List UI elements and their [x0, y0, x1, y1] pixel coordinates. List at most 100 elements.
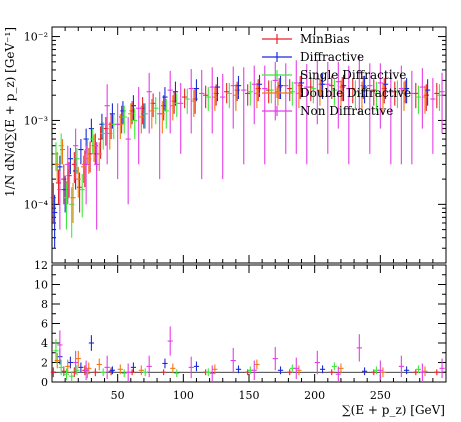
top-point-non-diffractive [188, 69, 194, 134]
top-point-diffractive [361, 75, 368, 104]
ratio-point-double-diffractive [422, 366, 428, 377]
ratio-point-minbias [329, 369, 335, 376]
ratio-point-non-diffractive [209, 365, 215, 382]
top-point-double-diffractive [128, 103, 134, 129]
ratio-point-diffractive [130, 362, 137, 373]
ratio-point-non-diffractive [125, 363, 131, 382]
ratio-point-single-diffractive [63, 368, 70, 381]
ratio-point-non-diffractive [167, 326, 173, 356]
ratio-point-diffractive [277, 366, 284, 375]
ratio-point-non-diffractive [439, 358, 445, 379]
top-point-double-diffractive [317, 79, 323, 106]
top-point-non-diffractive [356, 53, 362, 114]
ratio-point-non-diffractive [188, 356, 194, 379]
top-point-non-diffractive [251, 65, 257, 125]
top-point-single-diffractive [226, 82, 232, 109]
top-point-single-diffractive [394, 80, 401, 109]
ratio-point-single-diffractive [121, 369, 127, 378]
top-point-diffractive [193, 79, 200, 102]
top-point-double-diffractive [380, 82, 386, 114]
top-point-non-diffractive [377, 63, 383, 129]
ratio-point-double-diffractive [254, 359, 260, 370]
ratio-point-minbias [371, 369, 377, 376]
ratio-panel-series [50, 326, 445, 382]
top-point-non-diffractive [293, 60, 299, 154]
top-point-diffractive [162, 87, 168, 111]
top-point-double-diffractive [422, 85, 428, 114]
top-point-minbias [287, 79, 293, 102]
ratio-point-diffractive [67, 356, 73, 369]
top-point-minbias [434, 82, 440, 109]
top-point-minbias [371, 79, 377, 106]
top-point-single-diffractive [352, 80, 358, 109]
top-point-double-diffractive [96, 142, 102, 171]
ratio-y-tick-label: 0 [41, 376, 48, 389]
top-point-minbias [413, 82, 419, 109]
top-point-single-diffractive [163, 99, 169, 129]
ratio-point-single-diffractive [53, 339, 59, 363]
top-point-double-diffractive [296, 82, 302, 109]
top-panel-series [50, 53, 445, 249]
top-point-single-diffractive [331, 79, 337, 106]
top-point-double-diffractive [86, 147, 92, 175]
top-point-single-diffractive [184, 88, 190, 114]
x-axis: 50 100 150 200 250 [64, 27, 434, 402]
top-point-diffractive [214, 76, 221, 102]
top-point-diffractive [67, 147, 73, 175]
top-point-double-diffractive [401, 81, 407, 111]
top-point-non-diffractive [314, 59, 320, 125]
top-point-double-diffractive [212, 87, 218, 111]
top-point-single-diffractive [132, 108, 138, 140]
top-point-non-diffractive [157, 91, 163, 180]
top-point-non-diffractive [104, 84, 110, 165]
ratio-point-minbias [434, 369, 440, 376]
top-point-non-diffractive [419, 68, 425, 129]
top-point-non-diffractive [398, 65, 404, 165]
top-point-diffractive [235, 75, 242, 100]
top-point-non-diffractive [283, 63, 289, 154]
top-point-minbias [329, 75, 335, 100]
top-point-non-diffractive [167, 70, 173, 134]
top-point-diffractive [256, 74, 263, 98]
ratio-point-diffractive [78, 362, 84, 373]
ratio-point-non-diffractive [293, 357, 299, 380]
ratio-point-single-diffractive [100, 368, 106, 377]
top-point-double-diffractive [91, 134, 97, 162]
ratio-panel-frame [51, 264, 447, 383]
top-point-non-diffractive [230, 66, 236, 129]
ratio-point-double-diffractive [338, 363, 344, 374]
top-point-diffractive [172, 81, 179, 106]
top-point-double-diffractive [54, 152, 60, 183]
top-point-diffractive [319, 73, 326, 100]
ratio-point-non-diffractive [104, 355, 110, 380]
top-point-double-diffractive [70, 182, 76, 223]
top-point-single-diffractive [247, 81, 253, 106]
top-point-single-diffractive [100, 122, 106, 150]
ratio-point-double-diffractive [296, 365, 302, 376]
top-point-non-diffractive [304, 64, 310, 165]
top-point-double-diffractive [149, 99, 155, 129]
top-point-non-diffractive [115, 103, 121, 180]
top-point-non-diffractive [325, 61, 331, 154]
legend-label-single-diffractive: Single Diffractive [300, 68, 406, 82]
top-point-double-diffractive [80, 155, 87, 183]
top-point-single-diffractive [289, 81, 295, 106]
top-point-non-diffractive [83, 145, 89, 205]
top-point-single-diffractive [121, 105, 127, 134]
top-point-diffractive [78, 139, 84, 165]
ratio-point-non-diffractive [57, 330, 63, 360]
top-point-non-diffractive [178, 82, 184, 154]
top-point-non-diffractive [136, 87, 142, 165]
top-point-double-diffractive [170, 95, 176, 121]
top-point-non-diffractive [73, 128, 79, 180]
top-point-single-diffractive [142, 103, 148, 129]
top-point-double-diffractive [359, 81, 365, 111]
top-point-non-diffractive [57, 170, 63, 230]
ratio-point-minbias [50, 367, 56, 378]
ratio-point-diffractive [319, 365, 326, 374]
ratio-point-minbias [245, 369, 251, 376]
ratio-point-non-diffractive [419, 363, 425, 382]
top-point-non-diffractive [199, 69, 205, 180]
top-point-single-diffractive [310, 78, 316, 104]
